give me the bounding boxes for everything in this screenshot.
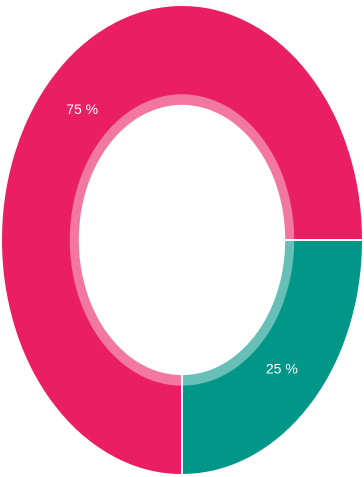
donut-hole [78, 104, 286, 376]
slice-label: 75 % [66, 101, 98, 117]
slice-label: 25 % [266, 360, 298, 376]
